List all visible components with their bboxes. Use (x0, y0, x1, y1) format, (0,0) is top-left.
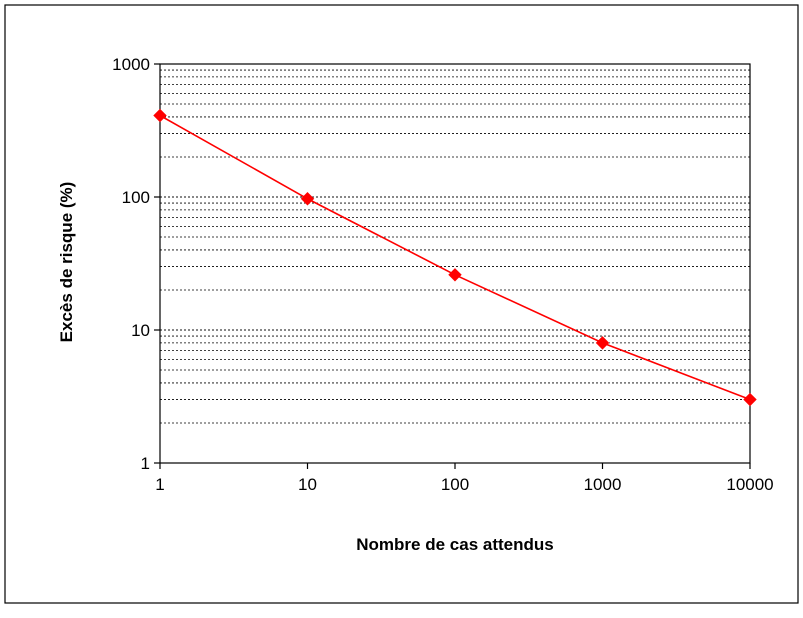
y-tick-label: 1000 (112, 55, 150, 74)
x-tick-label: 1 (155, 475, 164, 494)
x-tick-label: 100 (441, 475, 469, 494)
series-layer (153, 108, 757, 407)
y-axis-title: Excès de risque (%) (57, 182, 76, 343)
chart-border (4, 4, 799, 604)
data-point-marker (153, 108, 167, 123)
data-point-marker (300, 192, 315, 206)
y-tick-label: 1 (141, 454, 150, 473)
x-tick-label: 10000 (726, 475, 773, 494)
data-point-marker (743, 392, 757, 407)
x-axis-title: Nombre de cas attendus (356, 535, 553, 554)
y-tick-label: 100 (122, 188, 150, 207)
data-point-marker (448, 268, 462, 282)
tick-layer: 1 10 100 1000 1 10 100 1000 10000 (112, 55, 773, 494)
data-point-marker (595, 336, 610, 350)
x-tick-label: 1000 (584, 475, 622, 494)
y-tick-label: 10 (131, 321, 150, 340)
x-tick-label: 10 (298, 475, 317, 494)
